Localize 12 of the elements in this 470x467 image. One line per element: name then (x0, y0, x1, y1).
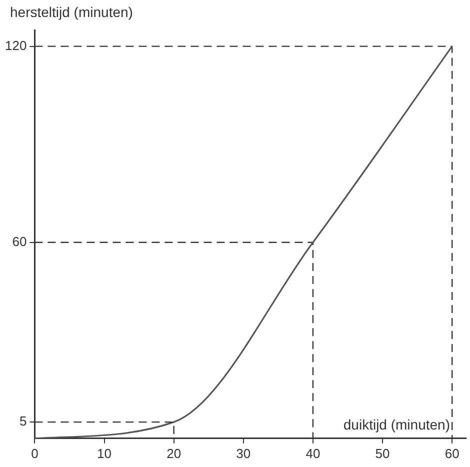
x-tick-label: 0 (31, 446, 38, 461)
x-tick-label: 20 (166, 446, 182, 461)
x-tick-label: 30 (236, 446, 251, 461)
y-tick-label: 60 (12, 234, 27, 249)
x-tick-label: 60 (444, 446, 460, 461)
x-axis-title: duiktijd (minuten) (343, 416, 450, 432)
y-tick-label: 5 (19, 414, 27, 429)
x-tick-label: 40 (306, 446, 320, 461)
y-tick-label: 120 (4, 38, 27, 53)
x-tick-label: 10 (97, 446, 112, 461)
x-tick-label: 50 (375, 446, 390, 461)
y-axis-title: hersteltijd (minuten) (10, 4, 133, 20)
